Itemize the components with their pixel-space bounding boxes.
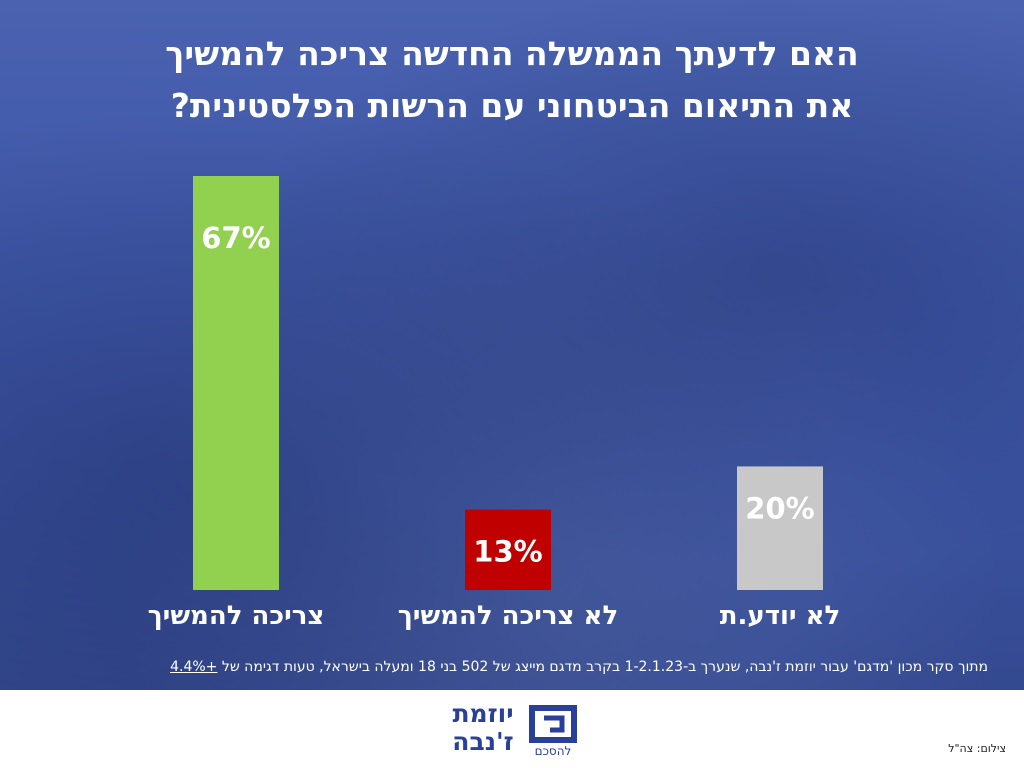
bar-3: [737, 466, 823, 590]
survey-footnote: מתוך סקר מכון 'מדגם' עבור יוזמת ז'נבה, ש…: [20, 659, 988, 675]
chart-title-line-2: את התיאום הביטחוני עם הרשות הפלסטינית?: [170, 86, 854, 125]
margin-of-error: 4.4%+: [170, 659, 218, 675]
chart-title-line-1: האם לדעתך הממשלה החדשה צריכה להמשיך: [165, 34, 859, 73]
chart-title: האם לדעתך הממשלה החדשה צריכה להמשיך את ה…: [40, 28, 984, 132]
photo-credit: צילום: צה"ל: [948, 742, 1006, 755]
logo-name: יוזמת ז'נבה: [444, 700, 522, 756]
logo-name-line-1: יוזמת: [452, 699, 514, 728]
bar-value-label-2: 13%: [473, 535, 542, 569]
logo-mark-icon: [529, 705, 577, 743]
bar-2: [465, 509, 551, 590]
geneva-initiative-logo: יוזמת ז'נבה להסכם: [444, 700, 580, 760]
bar-1: [193, 176, 279, 590]
category-label-1: צריכה להמשיך: [148, 601, 325, 631]
logo-tagline: להסכם: [534, 744, 572, 758]
bar-value-label-3: 20%: [745, 491, 814, 525]
logo-name-line-2: ז'נבה: [452, 727, 514, 756]
category-label-2: לא צריכה להמשיך: [398, 601, 618, 631]
chart-background-panel: [0, 0, 1024, 690]
category-label-3: לא יודע.ת: [720, 601, 841, 631]
bar-chart: 67% צריכה להמשיך 13% לא צריכה להמשיך 20% לא י…: [148, 176, 841, 631]
survey-footnote-text: מתוך סקר מכון 'מדגם' עבור יוזמת ז'נבה, ש…: [221, 659, 988, 675]
bar-value-label-1: 67%: [201, 221, 270, 255]
